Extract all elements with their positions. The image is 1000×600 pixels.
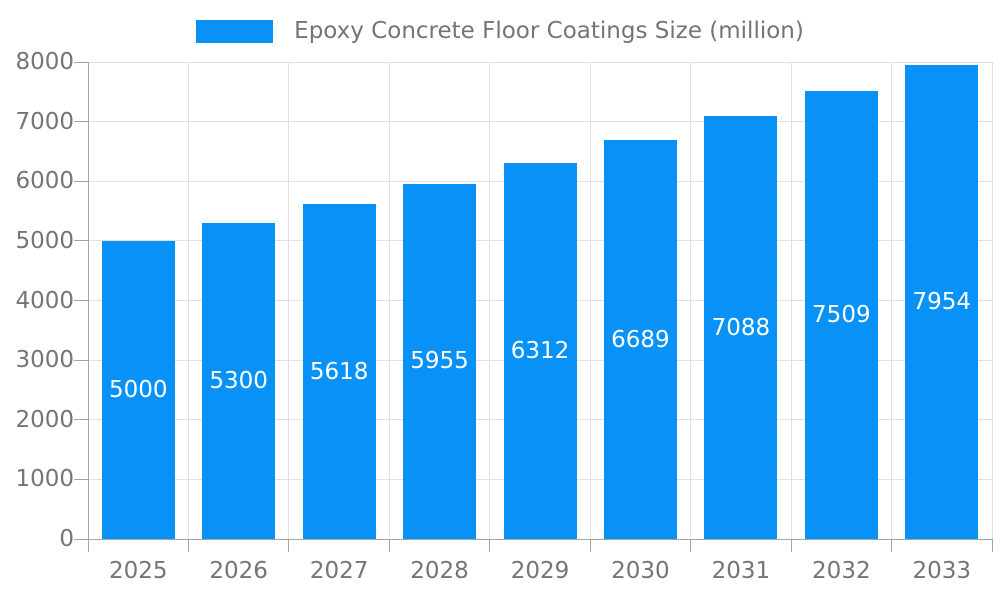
y-axis-tick <box>74 121 88 123</box>
v-gridline <box>891 62 893 539</box>
y-axis-tick <box>74 419 88 421</box>
x-axis-tick <box>891 539 893 552</box>
bar-value-label: 7954 <box>912 288 972 315</box>
x-axis-line <box>88 538 992 540</box>
x-tick-label: 2030 <box>611 558 670 584</box>
y-tick-label: 3000 <box>15 347 74 374</box>
x-tick-label: 2033 <box>912 558 972 584</box>
v-gridline <box>388 62 390 539</box>
bar: 7509 <box>804 91 878 539</box>
bar: 5955 <box>403 183 477 539</box>
y-axis-tick <box>74 240 88 242</box>
bar-value-label: 7509 <box>812 302 871 329</box>
y-tick-label: 6000 <box>15 168 74 195</box>
bar: 6689 <box>603 140 677 539</box>
v-gridline <box>589 62 591 539</box>
plot-area: 5000 5300 5618 5955 6312 6689 7088 7509 7954 <box>74 61 993 552</box>
x-axis-tick <box>690 539 692 552</box>
bar: 5300 <box>202 222 276 539</box>
y-tick-label: 5000 <box>15 227 74 254</box>
h-gridline <box>88 61 992 63</box>
v-gridline <box>187 62 189 539</box>
y-axis-tick <box>74 359 88 361</box>
x-tick-label: 2026 <box>209 558 268 584</box>
v-gridline <box>489 62 491 539</box>
x-axis-tick <box>187 539 189 552</box>
x-axis-tick <box>288 539 290 552</box>
y-axis-tick <box>74 538 88 540</box>
x-axis-tick <box>589 539 591 552</box>
v-gridline <box>991 62 993 539</box>
y-tick-label: 1000 <box>15 466 74 493</box>
h-gridline <box>88 121 992 123</box>
bar-value-label: 6312 <box>510 337 570 364</box>
legend-swatch <box>196 19 274 43</box>
y-tick-label: 2000 <box>15 406 74 433</box>
x-tick-label: 2025 <box>108 558 168 584</box>
bar-value-label: 7088 <box>711 314 771 341</box>
bar-value-label: 5000 <box>108 376 168 403</box>
bar: 5000 <box>101 240 175 539</box>
x-tick-label: 2029 <box>510 558 570 584</box>
chart-legend: Epoxy Concrete Floor Coatings Size (mill… <box>0 17 1000 45</box>
bar-value-label: 6689 <box>611 326 670 353</box>
x-tick-label: 2027 <box>309 558 369 584</box>
x-axis-tick <box>388 539 390 552</box>
x-tick-label: 2031 <box>711 558 771 584</box>
y-tick-label: 0 <box>59 526 74 552</box>
bar: 7088 <box>704 116 778 539</box>
y-tick-label: 4000 <box>15 287 74 314</box>
x-axis-tick <box>87 539 89 552</box>
x-axis-tick <box>991 539 993 552</box>
v-gridline <box>690 62 692 539</box>
x-axis-tick <box>489 539 491 552</box>
y-tick-label: 7000 <box>15 108 74 135</box>
v-gridline <box>790 62 792 539</box>
bar-value-label: 5300 <box>209 367 268 394</box>
x-axis-tick <box>790 539 792 552</box>
y-axis-tick <box>74 478 88 480</box>
bar-value-label: 5955 <box>410 348 469 375</box>
x-tick-label: 2032 <box>812 558 871 584</box>
y-tick-label: 8000 <box>15 49 74 75</box>
y-axis-tick <box>74 61 88 63</box>
legend-label: Epoxy Concrete Floor Coatings Size (mill… <box>294 18 804 44</box>
bar: 6312 <box>503 162 577 539</box>
bar: 7954 <box>905 64 979 539</box>
y-axis-line <box>87 62 89 539</box>
x-tick-label: 2028 <box>410 558 469 584</box>
bar-value-label: 5618 <box>309 358 369 385</box>
y-axis-tick <box>74 300 88 301</box>
bar: 5618 <box>302 204 376 539</box>
v-gridline <box>288 62 290 539</box>
y-axis-tick <box>74 180 88 182</box>
